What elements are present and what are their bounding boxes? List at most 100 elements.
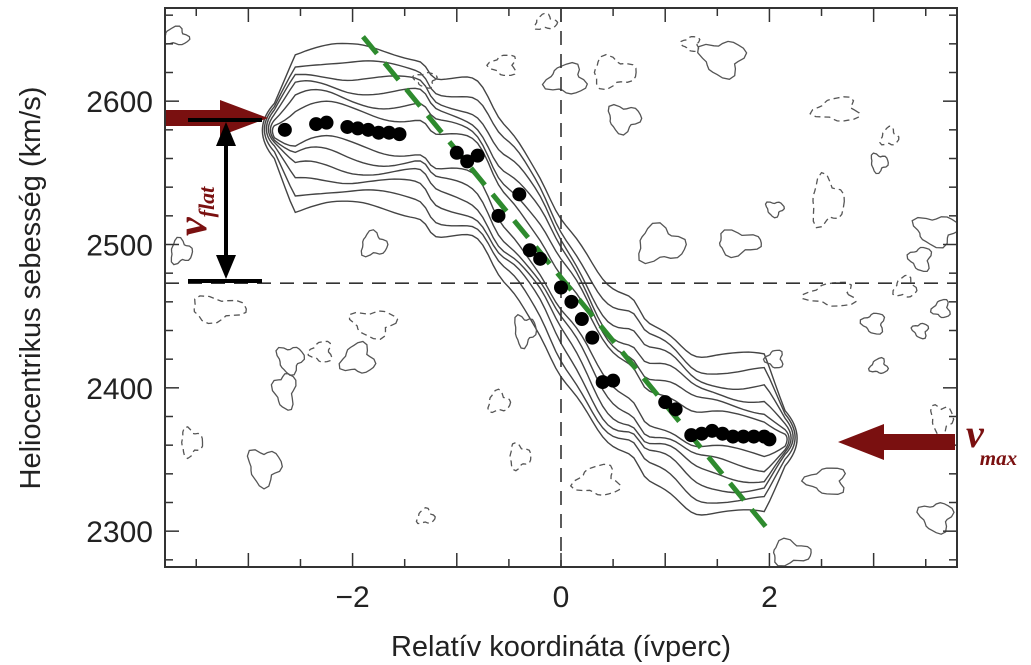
rotation-point — [762, 432, 777, 447]
rotation-point — [564, 294, 579, 309]
v-flat-subscript: flat — [194, 186, 219, 217]
noise-contour — [879, 125, 900, 146]
rotation-point — [277, 122, 292, 137]
rotation-point — [309, 117, 324, 132]
noise-contour — [181, 426, 204, 460]
y-tick-label: 2400 — [86, 373, 153, 406]
v-max-subscript: max — [980, 446, 1017, 470]
rotation-point — [382, 125, 397, 140]
rotation-point — [668, 402, 683, 417]
noise-contour — [509, 441, 532, 472]
noise-contour — [809, 96, 860, 122]
noise-contour — [411, 71, 438, 89]
noise-contour — [867, 356, 890, 375]
rotation-point — [319, 115, 334, 130]
axis-ticks: −2 0 2 2300 2400 2500 2600 — [86, 8, 957, 614]
noise-contour — [697, 40, 748, 80]
noise-contour — [870, 152, 889, 175]
contour-level-1 — [271, 100, 788, 458]
rotation-point — [658, 395, 673, 410]
noise-contour — [679, 35, 701, 53]
y-tick-label: 2600 — [86, 86, 153, 119]
noise-contour — [275, 346, 306, 376]
noise-contour — [569, 463, 622, 496]
y-axis-label: Heliocentrikus sebesség (km/s) — [15, 87, 47, 490]
noise-contour — [764, 201, 785, 219]
contour-level-4 — [265, 73, 794, 494]
y-tick-label: 2300 — [86, 516, 153, 549]
noise-contour — [270, 372, 297, 411]
rotation-point — [392, 127, 407, 142]
rotation-point — [554, 280, 568, 295]
rotation-point — [460, 154, 475, 169]
noise-contour — [170, 236, 194, 266]
x-tick-label: 0 — [553, 581, 570, 614]
x-tick-label: 2 — [761, 581, 778, 614]
x-tick-label: −2 — [335, 581, 369, 614]
noise-contour — [533, 12, 559, 31]
rotation-point — [574, 312, 589, 327]
noise-contour — [812, 171, 845, 229]
v-flat-symbol: v — [170, 216, 216, 236]
noise-contour — [486, 54, 517, 77]
contour-level-3 — [267, 79, 792, 484]
contour-level-6 — [261, 42, 798, 516]
rotation-point — [340, 119, 355, 134]
noise-contour — [859, 312, 886, 335]
x-axis-label: Relatív koordináta (ívperc) — [391, 631, 731, 663]
rotation-point — [606, 373, 621, 388]
noise-contour — [338, 340, 377, 374]
noise-contour — [514, 313, 538, 350]
noise-contour — [929, 298, 951, 319]
noise-contour — [638, 222, 687, 265]
noise-contour — [802, 281, 857, 307]
rotation-point — [684, 428, 699, 443]
v-max-symbol: v — [966, 411, 985, 456]
noise-contour — [487, 388, 512, 414]
noise-contour — [910, 322, 930, 340]
rotation-point — [746, 429, 761, 444]
v-flat-annotation: vflat — [166, 100, 268, 283]
v-max-label: v max — [966, 411, 1017, 470]
intensity-contours — [261, 42, 798, 516]
noise-contour — [415, 507, 436, 525]
rotation-point — [725, 429, 740, 444]
rotation-point — [522, 243, 537, 258]
noise-contour — [593, 53, 637, 91]
noise-contour — [306, 340, 333, 363]
rotation-point — [491, 208, 506, 223]
rotation-point — [470, 148, 485, 163]
rotation-point — [533, 251, 548, 266]
v-flat-label: vflat — [170, 186, 219, 236]
rotation-point — [595, 375, 610, 390]
rotation-point — [512, 187, 527, 202]
noise-contour — [165, 25, 191, 46]
rotation-point — [736, 429, 751, 444]
noise-contour — [348, 310, 399, 340]
contour-level-5 — [263, 60, 796, 504]
noise-contour — [360, 229, 389, 258]
rotation-point — [371, 125, 386, 140]
noise-contour — [930, 403, 955, 439]
rotation-point — [350, 121, 365, 136]
noise-contour — [762, 349, 784, 369]
noise-contour — [772, 537, 812, 567]
noise-contour — [892, 274, 918, 298]
noise-contour — [193, 295, 247, 325]
noise-contour — [246, 449, 283, 490]
noise-contour — [916, 502, 955, 535]
rotation-point — [585, 330, 600, 345]
noise-contour — [541, 61, 589, 95]
noise-contour — [718, 229, 762, 259]
noise-contour — [800, 467, 847, 495]
rotation-curve-points — [277, 115, 777, 447]
contour-level-2 — [269, 88, 790, 473]
v-max-annotation: v max — [838, 411, 1017, 470]
noise-contour — [911, 216, 957, 249]
v-flat-arrowhead-up — [216, 122, 236, 146]
y-tick-label: 2500 — [86, 230, 153, 263]
v-flat-arrowhead-down — [216, 255, 236, 279]
noise-contours — [165, 12, 957, 567]
noise-contour — [906, 246, 933, 273]
